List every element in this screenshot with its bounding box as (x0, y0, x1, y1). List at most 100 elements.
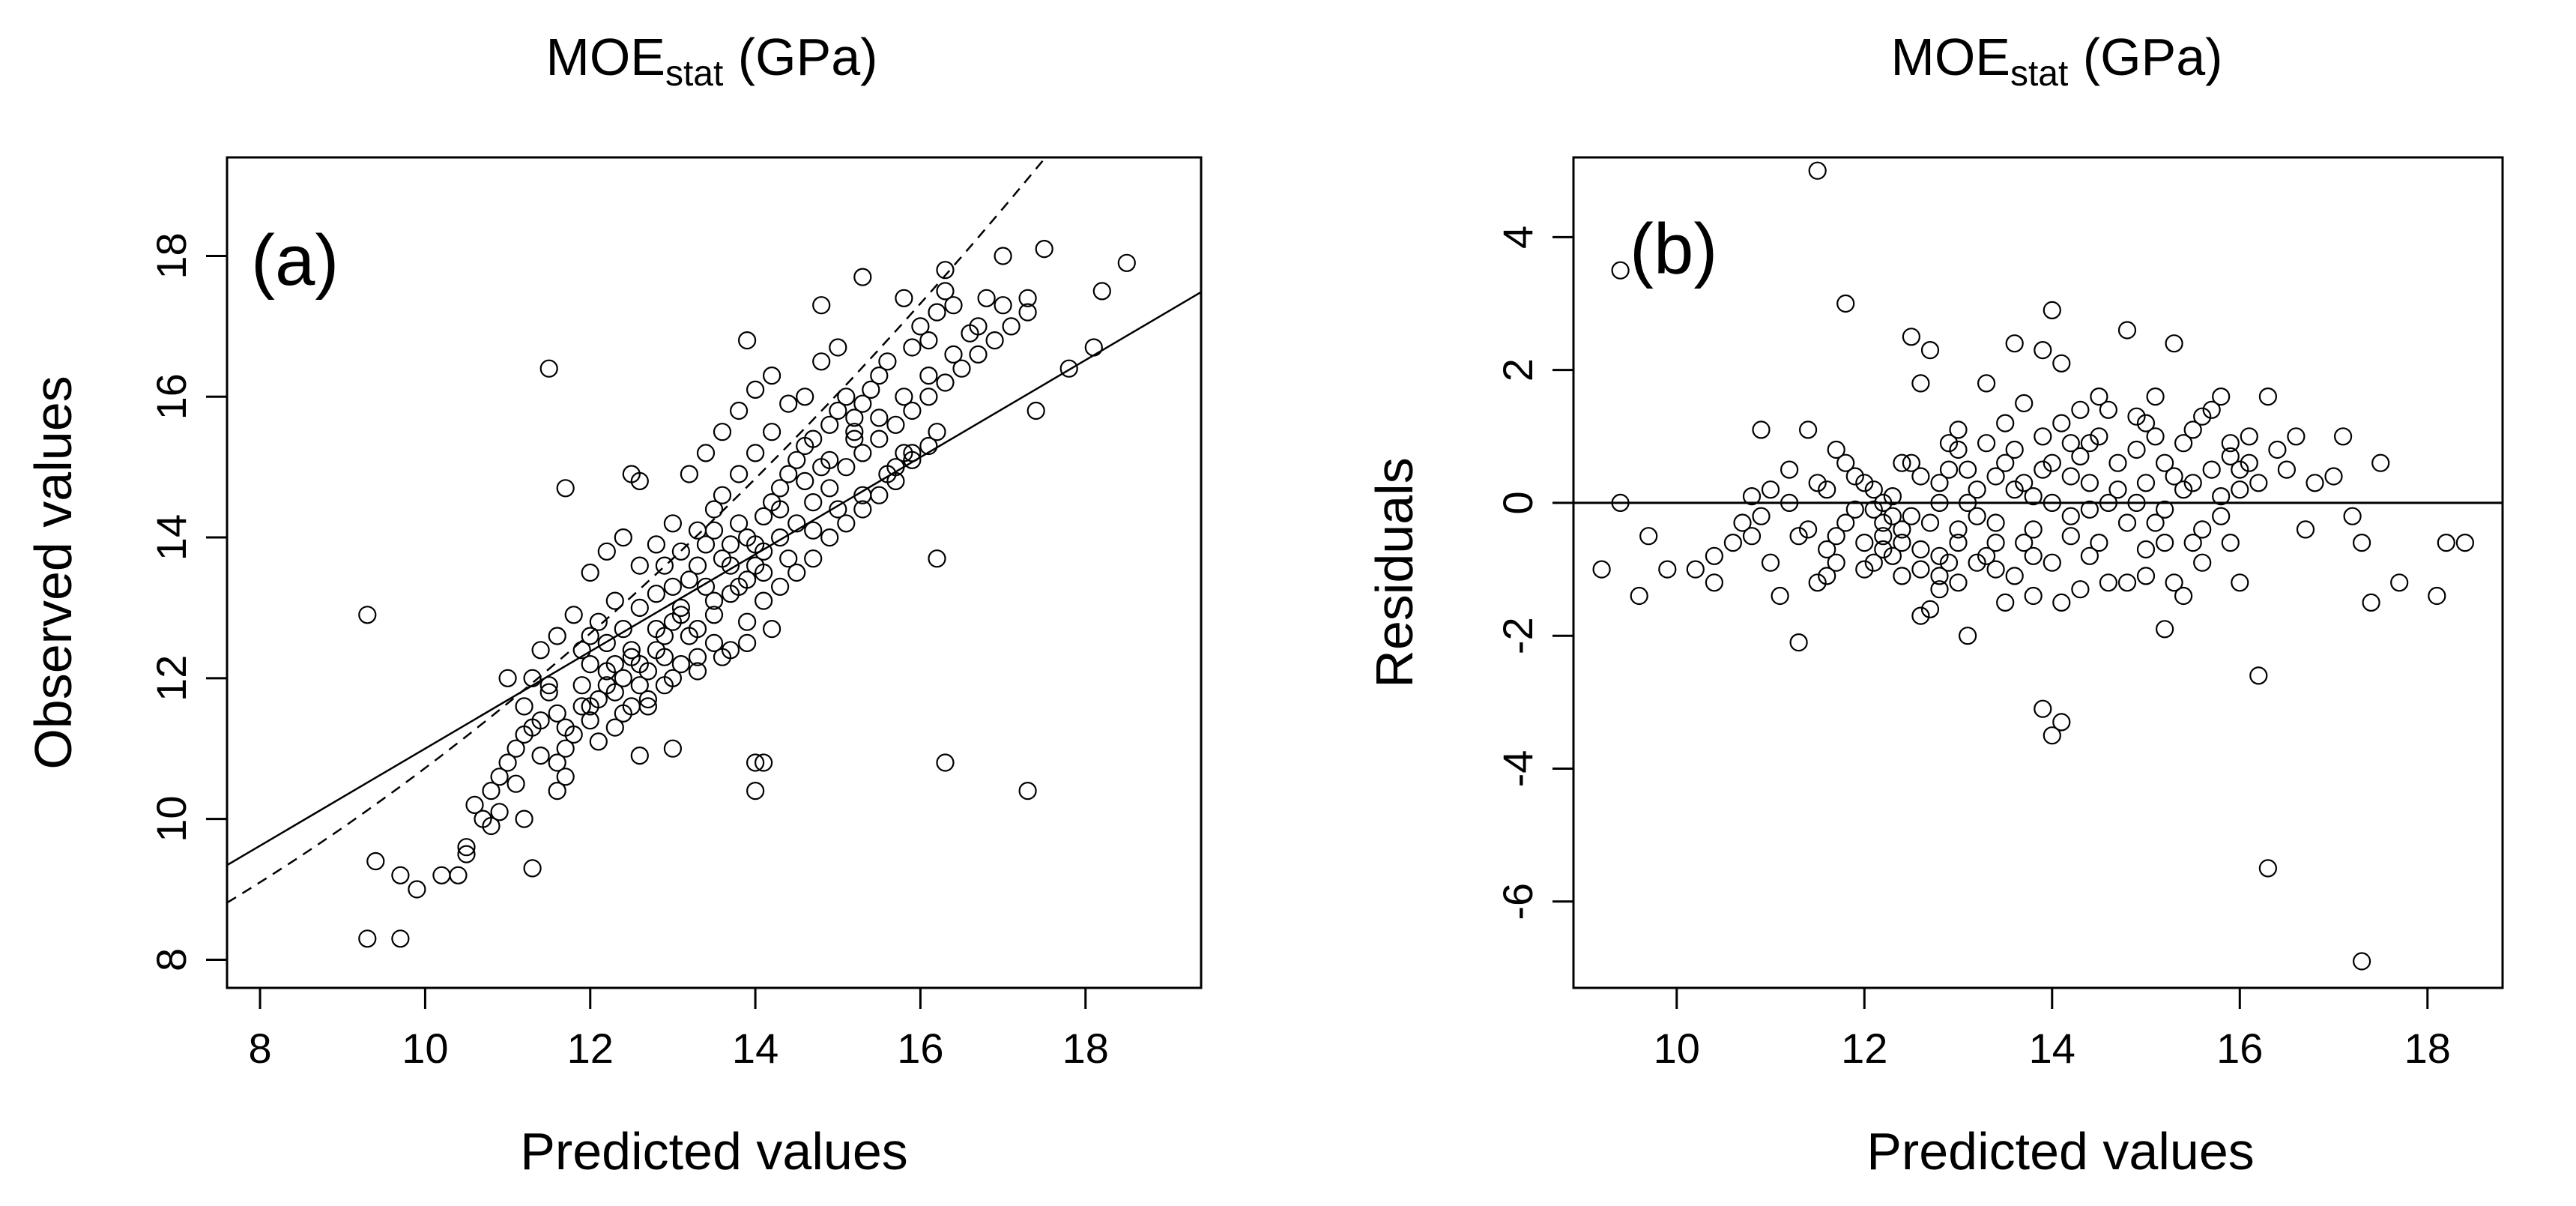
panel-b-x-axis: 10 12 14 16 18 (1654, 988, 2451, 1072)
panel-a-point (1035, 240, 1053, 259)
panel-b-point (2090, 427, 2108, 446)
panel-b-point (2287, 427, 2306, 446)
panel-a-point (696, 535, 716, 554)
panel-a-point (597, 542, 616, 561)
panel-a-point (614, 704, 632, 723)
panel-a-point (746, 444, 765, 462)
panel-b-point (2212, 507, 2231, 525)
panel-a-x-tick-label: 18 (1062, 1025, 1109, 1072)
panel-b-point (2249, 474, 2268, 492)
panel-a-point (1059, 359, 1078, 378)
panel-a-point (564, 606, 583, 624)
panel-a-point (928, 303, 946, 322)
panel-a-point (994, 296, 1012, 315)
panel-a-point (762, 367, 781, 385)
panel-b-point (2296, 520, 2315, 539)
panel-b-point (2043, 553, 2061, 572)
panel-b-point (1761, 553, 1780, 572)
panel-b-y-tick-label: 2 (1494, 358, 1541, 382)
panel-b-point (2174, 586, 2193, 606)
panel-b-point (2034, 427, 2052, 446)
panel-a-point (589, 612, 608, 631)
panel-b-point (2061, 434, 2080, 453)
panel-a-point (787, 563, 806, 582)
panel-a-point (655, 648, 674, 666)
panel-b-point (1827, 553, 1845, 572)
panel-b-point (1996, 414, 2015, 432)
panel-b-point (2015, 474, 2034, 492)
panel-b-point (2202, 400, 2221, 419)
panel-b-title: MOEstat (GPa) (1891, 28, 2223, 94)
panel-a-point (556, 768, 575, 786)
panel-b-point (2061, 507, 2080, 525)
panel-b-point (2005, 440, 2024, 459)
panel-a-point (490, 803, 509, 821)
panel-a-point (663, 739, 683, 758)
panel-a-point (713, 423, 732, 441)
panel-b-point (2183, 533, 2202, 552)
panel-a-point (680, 570, 699, 589)
panel-a-point (572, 641, 591, 660)
panel-b-point (1949, 520, 1968, 539)
panel-b-point (1893, 453, 1911, 472)
panel-b-point (1893, 533, 1911, 552)
panel-b-point (1855, 533, 1874, 552)
panel-a-point (737, 612, 757, 631)
panel-b-y-tick-label: -4 (1494, 750, 1541, 788)
panel-b-point (1930, 580, 1949, 599)
panel-b-point (2146, 513, 2165, 532)
panel-b-point (2371, 453, 2390, 472)
panel-a-x-axis-label: Predicted values (520, 1122, 908, 1181)
panel-a-point (928, 423, 946, 441)
panel-a-point (969, 317, 988, 336)
panel-b-point (2099, 400, 2117, 419)
panel-b-point (2099, 573, 2117, 592)
panel-a-solid-fit-line (227, 291, 1201, 866)
panel-a-point (358, 929, 377, 948)
panel-a-point (515, 697, 533, 716)
panel-a-point (1027, 401, 1045, 420)
panel-b-point (1855, 474, 1874, 492)
panel-a-point (787, 514, 806, 533)
panel-b-point (1911, 540, 1930, 559)
panel-a-point (779, 549, 798, 568)
panel-b-point (2005, 480, 2024, 499)
panel-a-point (630, 471, 649, 491)
panel-b-point (1592, 560, 1611, 579)
panel-a-point (663, 577, 683, 596)
panel-a-point (746, 535, 765, 554)
panel-a-point (770, 500, 790, 519)
panel-b-point (2306, 474, 2324, 492)
panel-a-point (804, 492, 823, 512)
panel-b-point (1902, 453, 1920, 472)
panel-a-point (630, 676, 649, 695)
panel-b-point (2334, 427, 2353, 446)
panel-a-point (804, 549, 823, 568)
panel-a-point (490, 768, 509, 786)
panel-a-point (614, 619, 632, 639)
panel-b-point (2061, 467, 2080, 486)
panel-a-point (820, 479, 839, 498)
panel-a-point (729, 577, 749, 596)
panel-b-point (1939, 434, 1959, 453)
panel-b-point (2258, 859, 2277, 878)
panel-a-point (1117, 253, 1136, 272)
panel-b-point (2043, 726, 2061, 745)
panel-a-point (754, 591, 773, 610)
panel-b-point (1874, 540, 1893, 559)
panel-a-point (969, 345, 988, 364)
panel-a-point (605, 591, 624, 610)
panel-a-y-tick-label: 14 (148, 514, 195, 561)
panel-b-point (1968, 507, 1986, 525)
panel-a-point (903, 338, 922, 357)
panel-b-point (2212, 387, 2231, 406)
panel-a-plot-frame (226, 156, 1203, 989)
panel-a-point (870, 367, 889, 385)
panel-b-point (1761, 480, 1780, 499)
panel-a-point (498, 669, 517, 687)
panel-a-x-tick-label: 8 (248, 1025, 271, 1072)
panel-a-point (358, 606, 377, 624)
panel-b-point (2034, 460, 2052, 479)
panel-a-point (829, 401, 847, 420)
panel-a-y-tick-label: 16 (148, 373, 195, 420)
